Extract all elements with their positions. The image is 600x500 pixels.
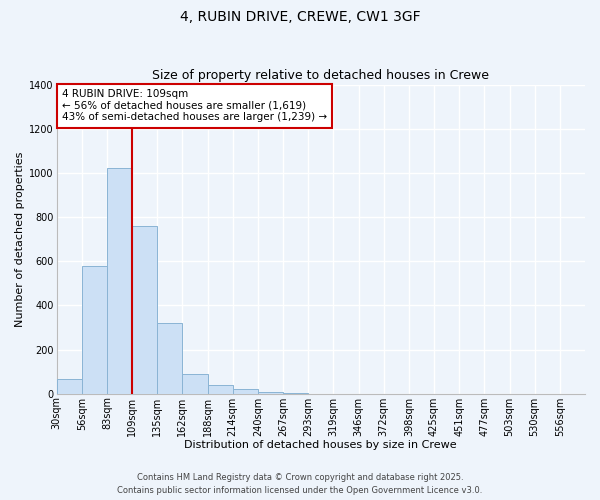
Text: Contains HM Land Registry data © Crown copyright and database right 2025.
Contai: Contains HM Land Registry data © Crown c… [118, 474, 482, 495]
Bar [258, 392, 283, 394]
Text: 4 RUBIN DRIVE: 109sqm
← 56% of detached houses are smaller (1,619)
43% of semi-d: 4 RUBIN DRIVE: 109sqm ← 56% of detached … [62, 89, 327, 122]
Bar [107, 168, 132, 394]
Bar [132, 226, 157, 394]
X-axis label: Distribution of detached houses by size in Crewe: Distribution of detached houses by size … [184, 440, 457, 450]
Text: 4, RUBIN DRIVE, CREWE, CW1 3GF: 4, RUBIN DRIVE, CREWE, CW1 3GF [179, 10, 421, 24]
Title: Size of property relative to detached houses in Crewe: Size of property relative to detached ho… [152, 69, 489, 82]
Bar [182, 374, 208, 394]
Y-axis label: Number of detached properties: Number of detached properties [15, 152, 25, 327]
Bar [157, 323, 182, 394]
Bar [233, 390, 258, 394]
Bar [82, 266, 107, 394]
Bar [208, 385, 233, 394]
Bar [56, 380, 82, 394]
